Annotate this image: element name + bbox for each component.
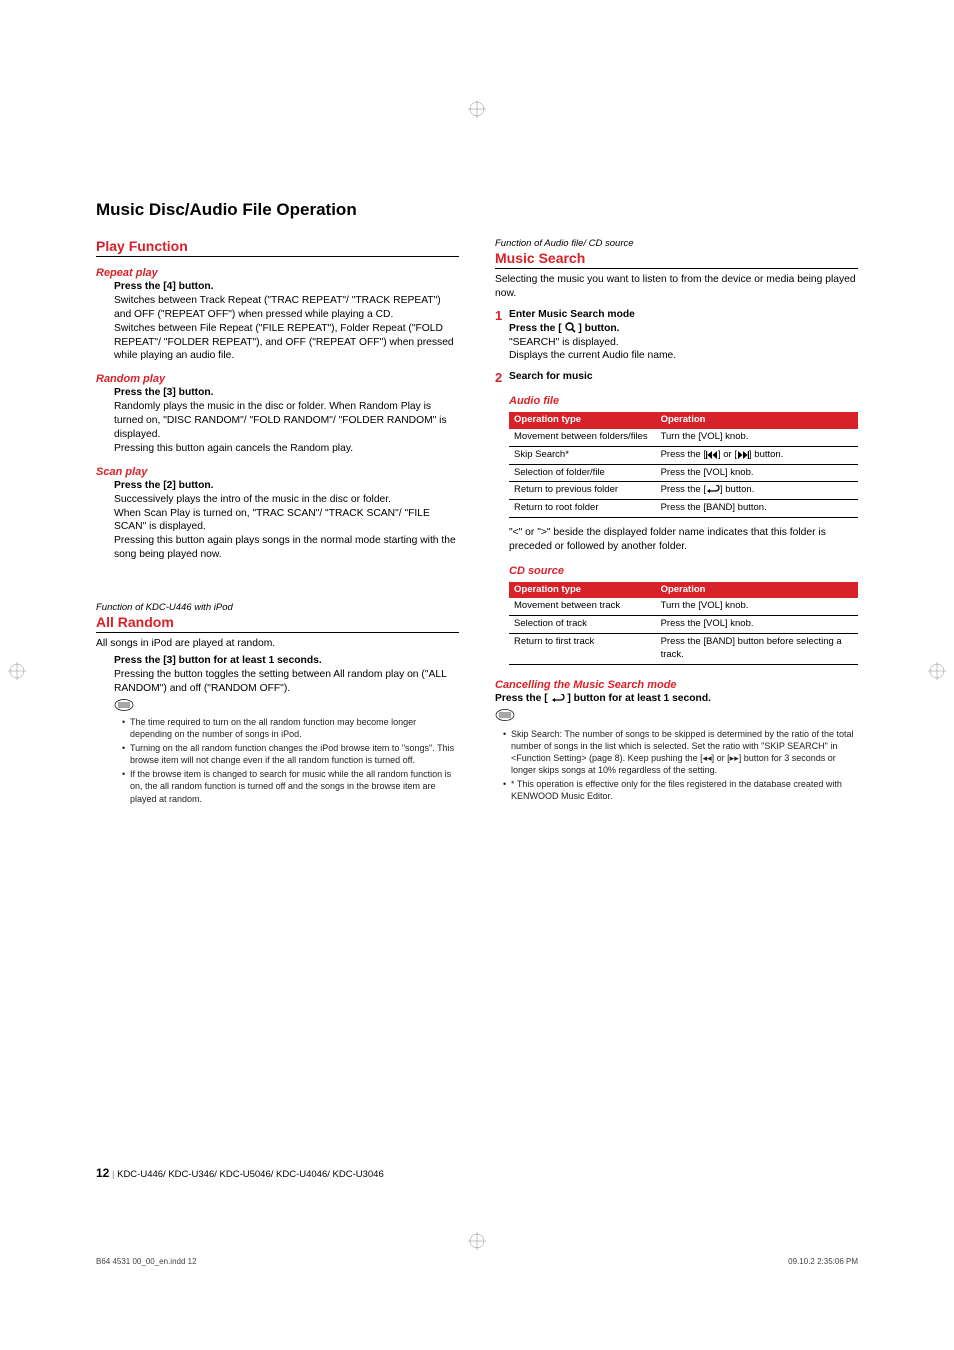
table-cell: Movement between folders/files xyxy=(509,429,656,446)
heading-all-random: All Random xyxy=(96,614,459,633)
table-cell: Return to previous folder xyxy=(509,482,656,500)
step1-press: Press the [ ] button. xyxy=(509,322,858,336)
search-icon xyxy=(565,322,576,333)
table-cell: Turn the [VOL] knob. xyxy=(656,429,858,446)
list-item: * This operation is effective only for t… xyxy=(503,778,858,802)
table-cell: Return to root folder xyxy=(509,500,656,518)
subheading-random: Random play xyxy=(96,373,459,385)
page-footer: 12 | KDC-U446/ KDC-U346/ KDC-U5046/ KDC-… xyxy=(96,1166,384,1180)
func-header-allrandom: Function of KDC-U446 with iPod xyxy=(96,602,459,613)
heading-play-function: Play Function xyxy=(96,238,459,257)
scan-para3: Pressing this button again plays songs i… xyxy=(114,534,459,562)
table-cell: Press the [VOL] knob. xyxy=(656,616,858,634)
table-cell: Return to first track xyxy=(509,634,656,665)
table-header: Operation xyxy=(656,582,858,599)
subheading-cd-source: CD source xyxy=(509,564,858,579)
subheading-scan: Scan play xyxy=(96,466,459,478)
print-sig-right: 09.10.2 2:35:06 PM xyxy=(788,1257,858,1266)
cd-table: Operation type Operation Movement betwee… xyxy=(509,582,858,665)
table-cell: Press the [BAND] button before selecting… xyxy=(656,634,858,665)
heading-music-search: Music Search xyxy=(495,250,858,269)
func-header-music-search: Function of Audio file/ CD source xyxy=(495,238,858,249)
right-column: Function of Audio file/ CD source Music … xyxy=(495,238,858,807)
music-search-intro: Selecting the music you want to listen t… xyxy=(495,273,858,301)
scan-para1: Successively plays the intro of the musi… xyxy=(114,493,459,507)
step-number-2: 2 xyxy=(495,370,509,664)
repeat-para1: Switches between Track Repeat ("TRAC REP… xyxy=(114,294,459,322)
page-number: 12 xyxy=(96,1166,109,1180)
registration-mark-top xyxy=(468,100,486,118)
list-item: Skip Search: The number of songs to be s… xyxy=(503,728,858,777)
step-number-1: 1 xyxy=(495,308,509,364)
table-cell: Selection of track xyxy=(509,616,656,634)
page-title: Music Disc/Audio File Operation xyxy=(96,200,858,220)
random-press: Press the [3] button. xyxy=(114,386,459,400)
list-item: If the browse item is changed to search … xyxy=(122,768,459,804)
allrandom-para: Pressing the button toggles the setting … xyxy=(114,668,459,696)
music-search-notes: Skip Search: The number of songs to be s… xyxy=(503,728,858,803)
print-sig-left: B64 4531 00_00_en.indd 12 xyxy=(96,1257,197,1266)
random-para2: Pressing this button again cancels the R… xyxy=(114,442,459,456)
return-icon xyxy=(706,485,720,494)
table-cell: Press the [] button. xyxy=(656,482,858,500)
step2-title: Search for music xyxy=(509,370,858,384)
list-item: Turning on the all random function chang… xyxy=(122,742,459,766)
subheading-repeat: Repeat play xyxy=(96,267,459,279)
table-cell: Selection of folder/file xyxy=(509,464,656,482)
table-header: Operation type xyxy=(509,582,656,599)
table-header: Operation type xyxy=(509,412,656,429)
table-header: Operation xyxy=(656,412,858,429)
print-signature: B64 4531 00_00_en.indd 12 09.10.2 2:35:0… xyxy=(96,1257,858,1266)
step1-line1: "SEARCH" is displayed. xyxy=(509,336,858,350)
prev-track-icon xyxy=(706,451,718,459)
allrandom-notes: The time required to turn on the all ran… xyxy=(122,716,459,805)
cancel-press: Press the [ ] button for at least 1 seco… xyxy=(495,692,858,706)
repeat-press: Press the [4] button. xyxy=(114,280,459,294)
table-cell: Turn the [VOL] knob. xyxy=(656,598,858,615)
registration-mark-bottom xyxy=(468,1232,486,1250)
registration-mark-left xyxy=(8,662,26,680)
step1-title: Enter Music Search mode xyxy=(509,308,858,322)
table-cell: Press the [] or [] button. xyxy=(656,446,858,464)
scan-press: Press the [2] button. xyxy=(114,479,459,493)
note-icon xyxy=(114,698,459,714)
step1-line2: Displays the current Audio file name. xyxy=(509,349,858,363)
random-para1: Randomly plays the music in the disc or … xyxy=(114,400,459,442)
left-column: Play Function Repeat play Press the [4] … xyxy=(96,238,459,807)
scan-para2: When Scan Play is turned on, "TRAC SCAN"… xyxy=(114,507,459,535)
audio-file-table: Operation type Operation Movement betwee… xyxy=(509,412,858,518)
allrandom-intro: All songs in iPod are played at random. xyxy=(96,637,459,651)
table-cell: Skip Search* xyxy=(509,446,656,464)
return-icon xyxy=(551,694,565,703)
repeat-para2: Switches between File Repeat ("FILE REPE… xyxy=(114,322,459,364)
subheading-cancel: Cancelling the Music Search mode xyxy=(495,679,858,691)
note-icon xyxy=(495,708,858,726)
list-item: The time required to turn on the all ran… xyxy=(122,716,459,740)
subheading-audio-file: Audio file xyxy=(509,394,858,409)
table-cell: Press the [BAND] button. xyxy=(656,500,858,518)
after-table-note: "<" or ">" beside the displayed folder n… xyxy=(509,526,858,554)
registration-mark-right xyxy=(928,662,946,680)
table-cell: Press the [VOL] knob. xyxy=(656,464,858,482)
table-cell: Movement between track xyxy=(509,598,656,615)
allrandom-press: Press the [3] button for at least 1 seco… xyxy=(114,654,459,668)
footer-divider: | xyxy=(109,1169,117,1180)
next-track-icon xyxy=(737,451,749,459)
footer-models: KDC-U446/ KDC-U346/ KDC-U5046/ KDC-U4046… xyxy=(117,1169,384,1180)
